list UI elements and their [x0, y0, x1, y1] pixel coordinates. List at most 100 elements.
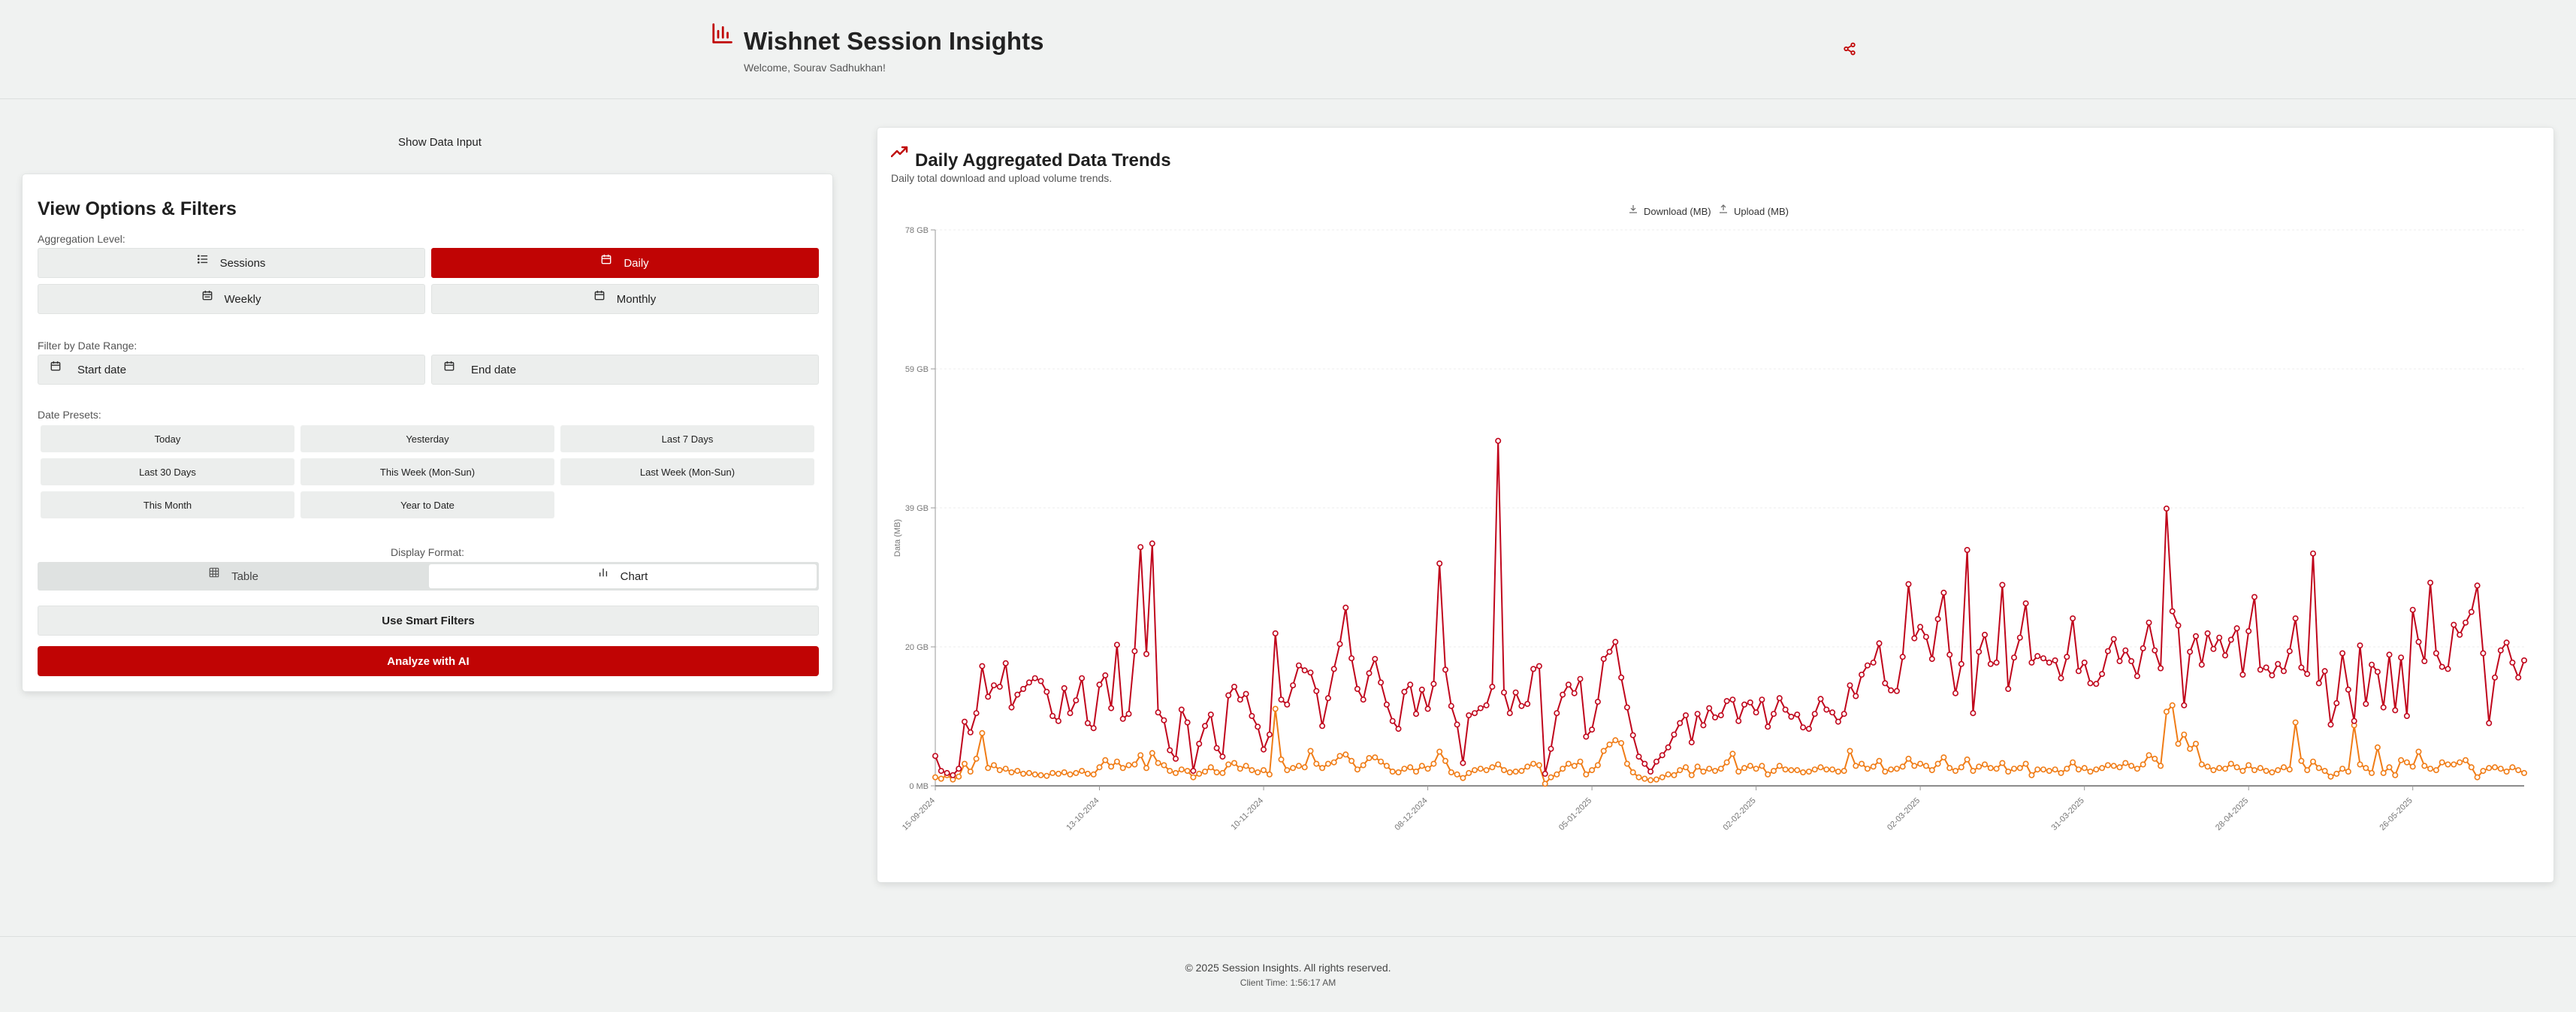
data-point-download [2140, 645, 2146, 651]
data-point-download [1237, 696, 1243, 703]
data-point-download [1934, 615, 1941, 622]
data-point-upload [2386, 764, 2393, 771]
data-point-upload [1383, 763, 1390, 769]
smart-filters-button[interactable]: Use Smart Filters [38, 606, 819, 636]
preset-yesterday-button[interactable]: Yesterday [300, 425, 554, 452]
data-point-upload [1805, 768, 1812, 775]
data-point-upload [1313, 760, 1320, 767]
data-point-download [2110, 636, 2117, 642]
data-point-upload [1348, 757, 1355, 764]
data-point-download [1108, 705, 1115, 711]
data-point-download [2227, 636, 2234, 643]
data-point-download [1231, 684, 1237, 690]
data-point-download [2327, 721, 2334, 728]
data-point-download [2087, 680, 2094, 687]
data-point-download [1618, 674, 1625, 681]
data-point-download [1008, 704, 1015, 711]
data-point-download [1635, 754, 1642, 760]
data-point-upload [1155, 760, 1161, 766]
data-point-download [1137, 544, 1144, 551]
data-point-upload [1249, 767, 1255, 774]
data-point-upload [1583, 771, 1590, 778]
data-point-upload [1278, 756, 1285, 763]
app-footer: © 2025 Session Insights. All rights rese… [0, 936, 2576, 1012]
data-point-upload [1031, 771, 1038, 778]
data-point-upload [1623, 760, 1630, 767]
data-point-upload [1548, 774, 1554, 781]
data-point-upload [2028, 772, 2035, 778]
data-point-download [2310, 550, 2317, 557]
aggregation-monthly-button[interactable]: Monthly [431, 284, 819, 314]
data-point-upload [2110, 763, 2117, 769]
preset-this-month-button[interactable]: This Month [41, 491, 294, 518]
calendar-month-icon [594, 290, 605, 301]
data-point-upload [1319, 765, 1326, 772]
preset-last-week-button[interactable]: Last Week (Mon-Sun) [560, 458, 814, 485]
data-point-download [1002, 660, 1009, 666]
data-point-download [1336, 641, 1343, 648]
data-point-upload [1061, 769, 1068, 775]
display-table-label: Table [231, 569, 258, 583]
data-point-download [1928, 656, 1935, 663]
data-point-download [2040, 655, 2047, 662]
data-point-upload [1618, 740, 1625, 747]
data-point-download [1946, 651, 1953, 658]
line-chart: 0 MB 20 GB 39 GB 59 GB 78 GB Data (MB) 15-09-2… [893, 226, 2528, 832]
data-point-download [1554, 710, 1560, 717]
data-point-upload [2310, 758, 2317, 765]
data-point-download [1577, 675, 1584, 682]
data-point-download [2380, 704, 2387, 711]
aggregation-daily-button[interactable]: Daily [431, 248, 819, 278]
data-point-download [2152, 647, 2158, 654]
data-point-download [932, 753, 939, 760]
data-point-download [1500, 689, 1507, 696]
data-point-upload [2011, 766, 2018, 772]
data-point-upload [1161, 762, 1167, 769]
data-point-upload [2509, 764, 2516, 771]
data-point-download [1823, 706, 1830, 713]
legend-upload[interactable]: Upload (MB) [1719, 204, 1789, 217]
data-point-upload [1741, 765, 1748, 772]
data-point-download [1389, 717, 1396, 724]
data-point-upload [1594, 762, 1601, 769]
preset-this-week-button[interactable]: This Week (Mon-Sun) [300, 458, 554, 485]
analyze-ai-button[interactable]: Analyze with AI [38, 646, 819, 676]
end-date-picker[interactable]: End date [431, 355, 819, 385]
data-point-upload [1560, 766, 1566, 772]
data-point-upload [985, 765, 992, 772]
preset-ytd-button[interactable]: Year to Date [300, 491, 554, 518]
data-point-download [2457, 631, 2463, 638]
data-point-download [1031, 675, 1038, 681]
data-point-upload [1946, 765, 1953, 772]
data-point-upload [2433, 767, 2439, 774]
preset-last30-button[interactable]: Last 30 Days [41, 458, 294, 485]
data-point-upload [1395, 769, 1402, 775]
legend-download[interactable]: Download (MB) [1629, 204, 1711, 217]
data-point-upload [1999, 760, 2006, 766]
bar-chart-icon [712, 23, 732, 44]
aggregation-weekly-button[interactable]: Weekly [38, 284, 425, 314]
panel-title: View Options & Filters [38, 198, 237, 219]
y-tick-label: 59 GB [905, 365, 929, 374]
aggregation-sessions-button[interactable]: Sessions [38, 248, 425, 278]
display-chart-button[interactable]: Chart [429, 564, 817, 588]
data-point-upload [2480, 768, 2487, 775]
start-date-picker[interactable]: Start date [38, 355, 425, 385]
data-point-download [1125, 711, 1132, 717]
data-point-download [2304, 671, 2311, 678]
data-point-upload [1448, 769, 1454, 775]
preset-today-button[interactable]: Today [41, 425, 294, 452]
data-point-download [1747, 699, 1753, 705]
data-point-upload [2158, 763, 2164, 769]
data-point-download [2210, 645, 2217, 652]
share-icon[interactable] [1843, 42, 1856, 56]
preset-last7-button[interactable]: Last 7 Days [560, 425, 814, 452]
show-data-input-toggle[interactable]: Show Data Input [398, 136, 482, 149]
data-point-download [1119, 715, 1126, 722]
display-table-button[interactable]: Table [40, 564, 427, 588]
data-point-upload [1307, 748, 1314, 754]
data-point-upload [1905, 755, 1912, 762]
data-point-upload [1137, 752, 1144, 759]
data-point-upload [2070, 759, 2076, 766]
data-point-upload [1201, 768, 1208, 775]
